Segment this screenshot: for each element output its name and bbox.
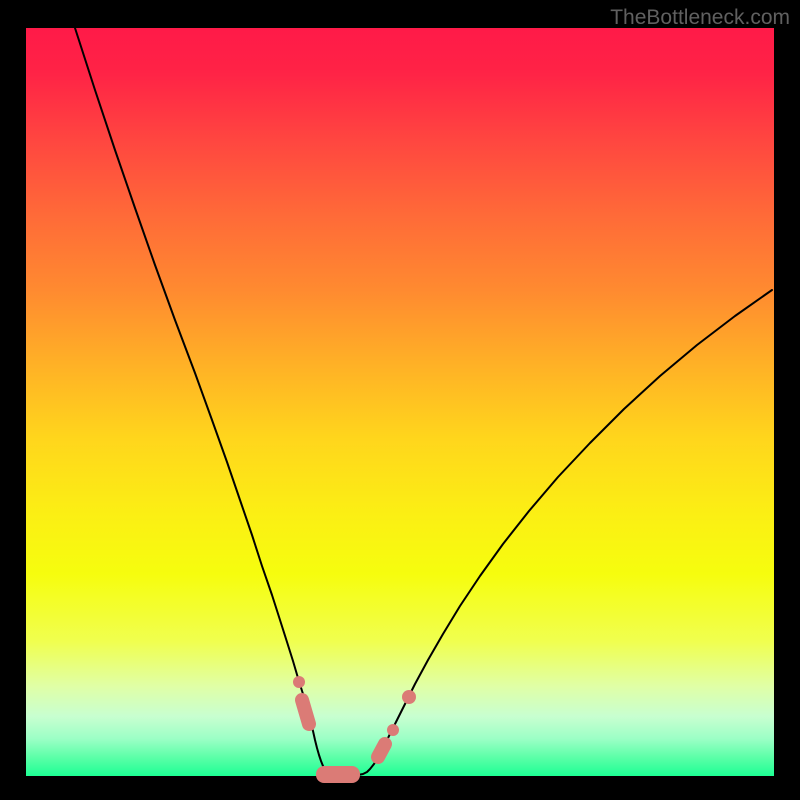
- marker-right-dot-high: [402, 690, 416, 704]
- chart-stage: TheBottleneck.com: [0, 0, 800, 800]
- marker-left-dot: [293, 676, 305, 688]
- marker-right-dot-low: [387, 724, 399, 736]
- marker-bottom: [316, 766, 360, 783]
- gradient-plot-area: [26, 28, 774, 776]
- chart-svg: [0, 0, 800, 800]
- watermark-text: TheBottleneck.com: [610, 6, 790, 30]
